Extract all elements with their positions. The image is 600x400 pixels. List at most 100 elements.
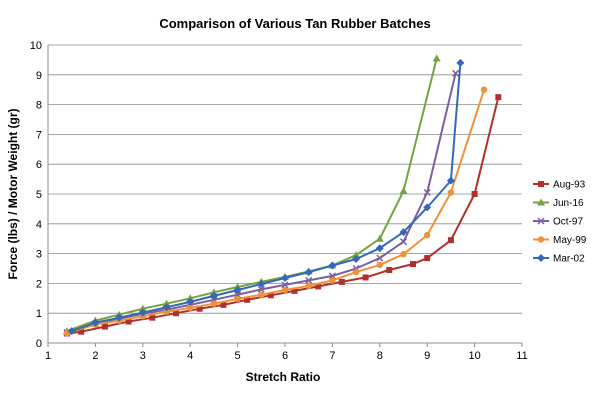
legend-label: Jun-16 xyxy=(553,198,584,209)
data-point xyxy=(304,268,313,277)
legend-label: May-99 xyxy=(553,235,587,246)
x-tick-label: 11 xyxy=(516,350,527,362)
data-point xyxy=(352,268,360,276)
data-point xyxy=(125,318,132,325)
data-point xyxy=(399,187,408,195)
legend-label: Aug-93 xyxy=(553,180,586,191)
data-point xyxy=(537,236,545,243)
x-tick-label: 4 xyxy=(187,350,193,362)
series-aug-93 xyxy=(63,94,502,337)
data-point xyxy=(233,285,242,294)
y-tick-label: 3 xyxy=(36,249,42,261)
legend-item: Mar-02 xyxy=(533,254,585,265)
data-point xyxy=(352,254,361,263)
data-point xyxy=(162,303,171,312)
x-tick-label: 3 xyxy=(140,350,146,362)
data-point xyxy=(375,234,384,242)
data-point xyxy=(210,300,218,307)
data-point xyxy=(115,313,124,322)
data-point xyxy=(424,231,431,239)
data-point xyxy=(352,251,361,259)
data-point xyxy=(149,314,156,321)
legend-label: Mar-02 xyxy=(553,254,585,265)
data-point xyxy=(329,277,336,284)
data-point xyxy=(101,323,108,330)
data-point xyxy=(186,294,195,302)
data-point xyxy=(186,297,195,306)
data-point xyxy=(447,237,454,244)
axes xyxy=(47,45,523,347)
data-point xyxy=(305,276,313,284)
chart-title: Comparison of Various Tan Rubber Batches xyxy=(159,16,430,31)
data-point xyxy=(267,292,274,299)
data-point xyxy=(138,304,147,312)
y-tick-label: 5 xyxy=(36,189,42,201)
data-point xyxy=(375,244,384,253)
data-point xyxy=(432,54,441,62)
data-point xyxy=(91,318,100,327)
x-tick-labels: 1 2 3 4 5 6 7 8 9 10 11 xyxy=(45,350,528,362)
data-point xyxy=(480,86,488,93)
y-axis-title: Force (lbs) / Motor Weight (gr) xyxy=(6,108,20,279)
data-point xyxy=(376,261,383,269)
data-point xyxy=(409,261,416,268)
x-tick-label: 5 xyxy=(235,350,241,362)
data-point xyxy=(220,301,227,308)
data-point xyxy=(305,282,312,289)
data-point xyxy=(281,281,289,289)
data-point xyxy=(209,291,218,300)
legend-item: Aug-93 xyxy=(533,180,586,191)
x-axis-title: Stretch Ratio xyxy=(246,370,321,384)
x-tick-label: 2 xyxy=(92,350,98,362)
data-point xyxy=(537,217,545,225)
y-tick-labels: 0 1 2 3 4 5 6 7 8 9 10 xyxy=(30,40,42,350)
y-tick-label: 2 xyxy=(36,278,42,290)
data-point xyxy=(423,188,431,197)
x-tick-label: 9 xyxy=(424,350,430,362)
data-point xyxy=(196,305,203,312)
data-point xyxy=(386,266,393,273)
series-line xyxy=(66,89,486,335)
legend-item: Jun-16 xyxy=(533,198,584,209)
data-point xyxy=(244,296,251,303)
data-point xyxy=(257,285,265,293)
data-point xyxy=(400,250,407,258)
data-point xyxy=(362,274,369,281)
data-point xyxy=(281,286,289,294)
series-line xyxy=(66,96,500,335)
legend-item: Oct-97 xyxy=(533,217,583,228)
series-layer xyxy=(62,54,502,337)
data-point xyxy=(258,291,265,298)
data-point xyxy=(447,189,455,196)
y-tick-label: 6 xyxy=(36,159,42,171)
x-tick-label: 7 xyxy=(329,350,335,362)
data-point xyxy=(163,308,170,315)
series-line xyxy=(71,62,462,333)
data-point xyxy=(162,299,171,307)
y-tick-label: 9 xyxy=(36,70,42,82)
data-point xyxy=(471,191,478,197)
x-tick-label: 10 xyxy=(468,350,480,362)
data-point xyxy=(234,295,241,303)
data-point xyxy=(537,198,545,206)
legend: Aug-93 Jun-16 Oct-97 May-99 Mar-02 xyxy=(533,180,587,265)
legend-item: May-99 xyxy=(533,235,587,246)
x-tick-label: 8 xyxy=(377,350,383,362)
series-mar-02 xyxy=(67,58,465,336)
data-point xyxy=(257,279,266,288)
gridlines xyxy=(48,44,522,314)
y-tick-label: 4 xyxy=(36,219,42,231)
data-point xyxy=(78,328,85,335)
data-point xyxy=(209,288,218,296)
data-point xyxy=(424,255,431,262)
data-point xyxy=(315,283,322,290)
data-point xyxy=(67,327,76,336)
data-point xyxy=(399,238,408,246)
data-point xyxy=(452,69,460,77)
y-tick-label: 8 xyxy=(36,100,42,112)
data-point xyxy=(537,254,545,262)
data-point xyxy=(281,274,289,283)
x-tick-label: 6 xyxy=(282,350,288,362)
data-point xyxy=(291,287,298,294)
